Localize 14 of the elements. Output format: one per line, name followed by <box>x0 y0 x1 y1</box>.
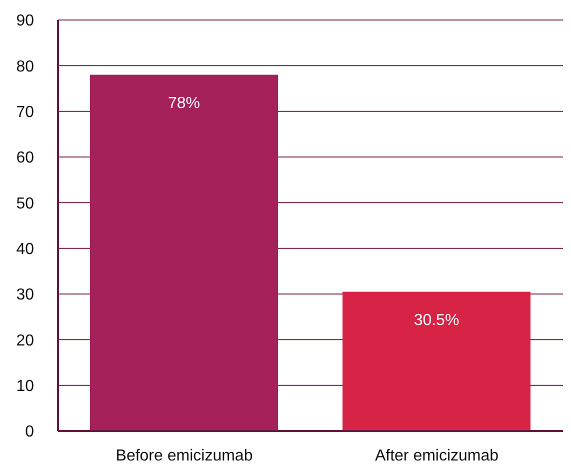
y-tick-label: 90 <box>16 12 34 30</box>
data-label: 78% <box>168 95 200 112</box>
y-tick-label: 0 <box>25 424 34 441</box>
x-tick-label: After emicizumab <box>374 447 499 464</box>
data-label: 30.5% <box>414 312 460 330</box>
y-tick-label: 60 <box>16 150 34 167</box>
y-tick-label: 10 <box>16 378 34 396</box>
y-tick-label: 40 <box>16 241 34 258</box>
y-tick-label: 50 <box>16 195 34 212</box>
y-tick-label: 20 <box>16 332 34 350</box>
y-tick-label: 70 <box>16 104 34 122</box>
x-tick-label: Before emicizumab <box>116 447 253 464</box>
y-tick-label: 30 <box>16 286 34 304</box>
y-tick-label: 80 <box>16 58 34 76</box>
